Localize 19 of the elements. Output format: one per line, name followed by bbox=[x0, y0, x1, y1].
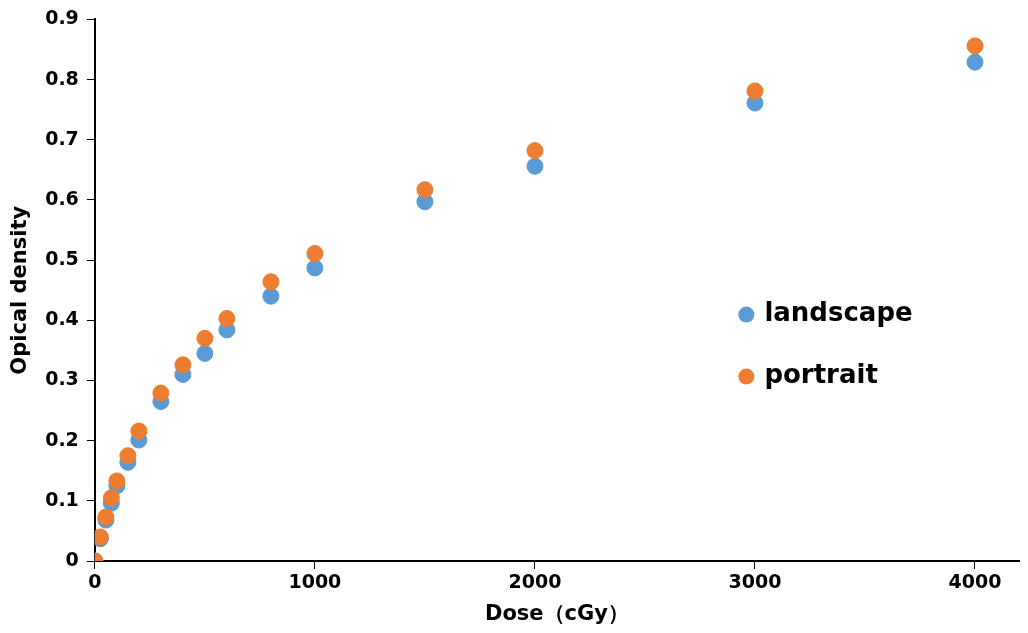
x-tick-label: 0 bbox=[88, 570, 102, 593]
y-tick-label: 0.1 bbox=[45, 487, 79, 510]
y-tick-label: 0.7 bbox=[45, 126, 79, 149]
legend-label: landscape bbox=[764, 297, 913, 328]
x-tick-label: 1000 bbox=[288, 570, 342, 593]
y-tick-label: 0.6 bbox=[45, 186, 79, 209]
y-tick-label: 0.4 bbox=[45, 307, 79, 330]
y-tick-label: 0.5 bbox=[45, 247, 79, 270]
legend-label: portrait bbox=[764, 359, 878, 390]
x-tick-label: 2000 bbox=[508, 570, 562, 593]
x-tick-label: 3000 bbox=[728, 570, 782, 593]
y-tick-label: 0.2 bbox=[45, 427, 79, 450]
y-tick-label: 0.3 bbox=[45, 367, 79, 390]
y-tick-label: 0 bbox=[65, 547, 79, 570]
x-tick-label: 4000 bbox=[948, 570, 1002, 593]
x-axis-title: Dose（cGy） bbox=[484, 600, 629, 625]
y-tick-label: 0.8 bbox=[45, 66, 79, 89]
y-axis-title: Opical density bbox=[7, 205, 32, 375]
y-tick-label: 0.9 bbox=[45, 6, 79, 29]
